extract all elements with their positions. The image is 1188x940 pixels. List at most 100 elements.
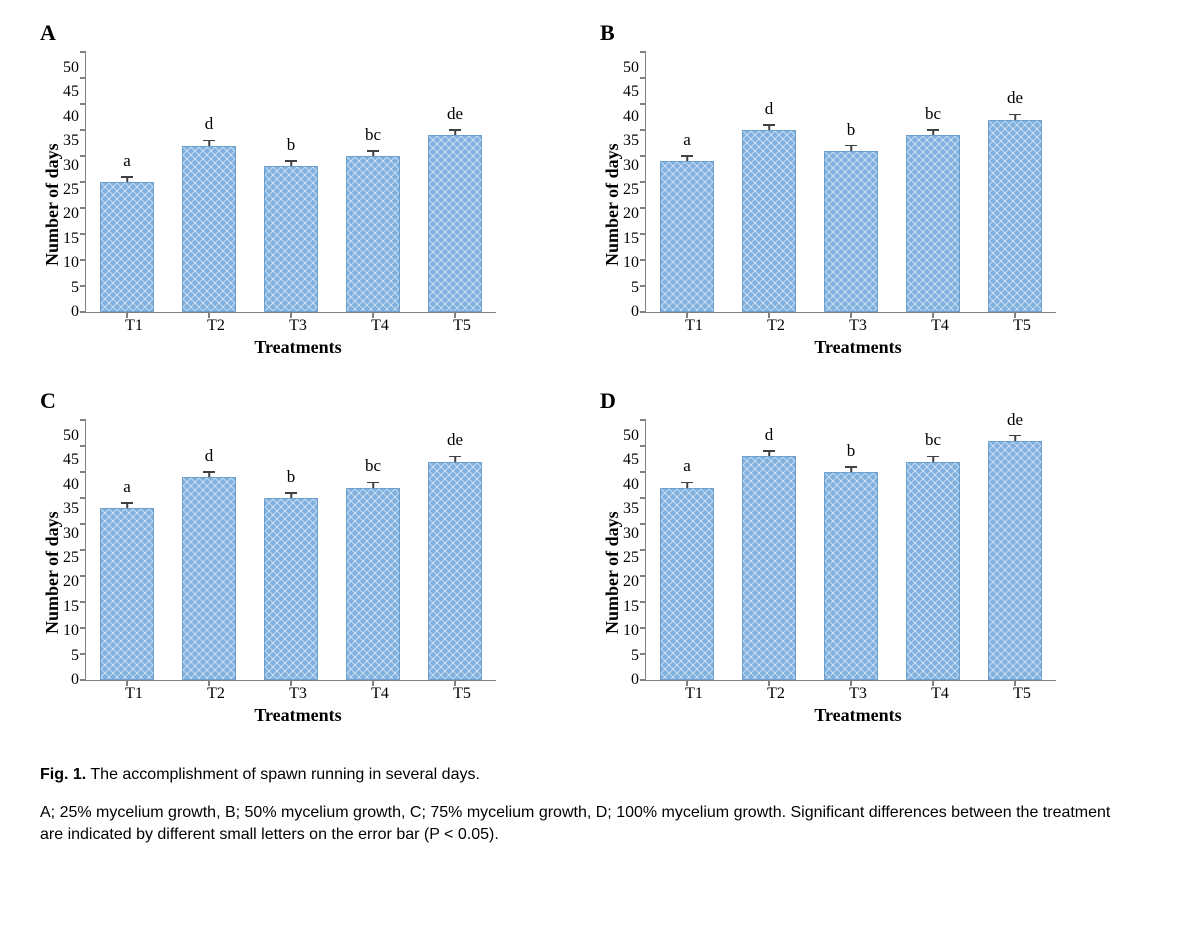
bar-fill [264,498,318,680]
x-tickmark [290,312,292,318]
y-tick: 20 [63,574,79,590]
caption-title: Fig. 1. The accomplishment of spawn runn… [40,766,1120,784]
chart: Number of days05101520253035404550adbbcd… [600,52,1120,358]
bar-slot: a [646,161,728,312]
x-tickmark [454,680,456,686]
figure-caption: Fig. 1. The accomplishment of spawn runn… [40,766,1120,845]
bar [346,156,400,312]
x-tickmark [932,680,934,686]
x-ticks: T1T2T3T4T5 [653,313,1063,335]
bar-fill [346,488,400,680]
bar-fill [660,161,714,312]
x-tickmark [768,680,770,686]
y-tick: 50 [623,60,639,76]
bar [824,151,878,312]
caption-title-text: The accomplishment of spawn running in s… [86,766,480,783]
significance-label: d [205,114,214,134]
significance-label: de [447,430,463,450]
significance-label: bc [365,125,381,145]
bar-slot: a [646,488,728,680]
y-tick: 5 [63,280,79,296]
x-tickmark [932,312,934,318]
y-tick: 20 [63,206,79,222]
bar-slot: b [810,472,892,680]
x-tickmark [850,312,852,318]
bar [182,477,236,680]
bar [906,135,960,312]
bar-slot: bc [892,135,974,312]
x-tickmark [126,312,128,318]
y-tick: 35 [623,133,639,149]
y-axis-label: Number of days [40,52,63,358]
x-tick: T3 [817,317,899,335]
panel-A: ANumber of days05101520253035404550adbbc… [40,20,560,358]
bar [742,130,796,312]
bar-fill [428,462,482,680]
plot-area: adbbcde [645,52,1056,313]
bar-fill [100,508,154,680]
significance-label: de [1007,410,1023,430]
x-tickmark [208,312,210,318]
x-ticks: T1T2T3T4T5 [93,313,503,335]
bar-slot: de [414,135,496,312]
y-tick: 20 [623,574,639,590]
x-tickmark [1014,680,1016,686]
x-tickmark [454,312,456,318]
bar-fill [988,120,1042,312]
bar-slot: bc [332,156,414,312]
y-tick: 25 [623,550,639,566]
y-tick: 5 [623,648,639,664]
significance-label: b [847,120,856,140]
bar-slot: d [728,456,810,680]
x-tick: T4 [339,685,421,703]
x-axis-label: Treatments [653,703,1063,726]
x-tick: T5 [421,685,503,703]
y-tick: 35 [63,501,79,517]
chart: Number of days05101520253035404550adbbcd… [600,420,1120,726]
x-tick: T2 [175,317,257,335]
bar-fill [660,488,714,680]
bar [428,135,482,312]
bar [824,472,878,680]
panel-letter: A [40,20,560,46]
bar-slot: de [414,462,496,680]
y-tick: 50 [623,428,639,444]
x-tickmark [1014,312,1016,318]
bar [742,456,796,680]
y-tick: 20 [623,206,639,222]
bar [660,488,714,680]
panel-C: CNumber of days05101520253035404550adbbc… [40,388,560,726]
bar-slot: de [974,120,1056,312]
bar-slot: bc [892,462,974,680]
bars: adbbcde [86,420,496,680]
y-tick: 10 [63,255,79,271]
x-axis-label: Treatments [653,335,1063,358]
x-tick: T1 [93,685,175,703]
bars: adbbcde [86,52,496,312]
y-tick: 45 [623,452,639,468]
x-tick: T2 [735,317,817,335]
y-tick: 50 [63,428,79,444]
bar-fill [988,441,1042,680]
significance-label: bc [925,430,941,450]
panel-D: DNumber of days05101520253035404550adbbc… [600,388,1120,726]
y-tick: 0 [623,672,639,688]
bar-slot: bc [332,488,414,680]
y-tick: 40 [623,477,639,493]
x-tickmark [126,680,128,686]
bar-slot: a [86,508,168,680]
x-tick: T5 [981,317,1063,335]
bar [264,498,318,680]
y-tick: 25 [623,182,639,198]
caption-fig-number: Fig. 1. [40,766,86,783]
y-tick: 45 [623,84,639,100]
y-tick: 0 [63,304,79,320]
chart: Number of days05101520253035404550adbbcd… [40,52,560,358]
x-ticks: T1T2T3T4T5 [653,681,1063,703]
bar [100,508,154,680]
x-tick: T4 [899,685,981,703]
x-tick: T1 [93,317,175,335]
bar-fill [824,472,878,680]
plot-area: adbbcde [645,420,1056,681]
bar [428,462,482,680]
